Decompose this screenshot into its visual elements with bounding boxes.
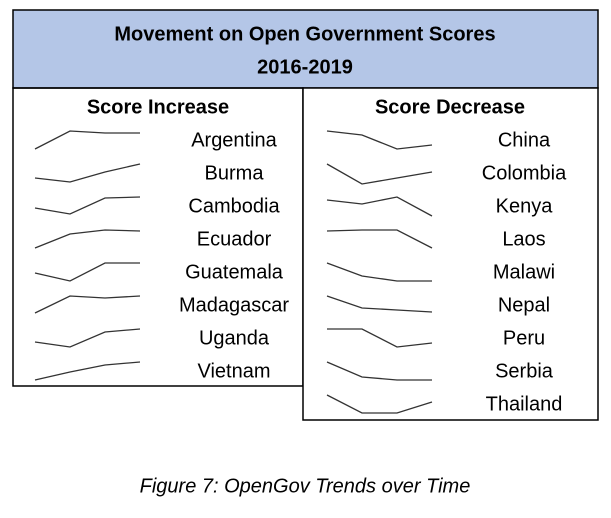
sparkline [34, 196, 141, 215]
sparkline [326, 361, 432, 381]
sparkline [327, 328, 433, 348]
sparkline [34, 130, 140, 150]
country-name: Colombia [482, 162, 567, 184]
country-name: Argentina [191, 129, 277, 151]
country-name: Serbia [495, 360, 554, 382]
country-name: Kenya [496, 195, 554, 217]
country-name: Cambodia [188, 195, 280, 217]
decrease-box [302, 87, 599, 421]
country-name: Peru [503, 327, 545, 349]
title-years: 2016-2019 [257, 56, 353, 78]
caption: Figure 7: OpenGov Trends over Time [140, 475, 471, 497]
country-name: Guatemala [185, 261, 284, 283]
title: Movement on Open Government Scores [114, 23, 495, 45]
sparkline [326, 295, 433, 313]
country-name: Nepal [498, 294, 550, 316]
sparkline [326, 163, 433, 185]
title-box [12, 9, 599, 89]
sparkline [326, 394, 433, 414]
country-name: Thailand [486, 393, 563, 415]
country-name: Burma [205, 162, 265, 184]
country-name: Vietnam [197, 360, 270, 382]
sparkline [34, 262, 140, 282]
sparkline [326, 229, 433, 249]
sparkline [34, 229, 141, 249]
sparkline [34, 295, 141, 314]
country-name: China [498, 129, 551, 151]
sparkline [34, 361, 141, 381]
sparkline [326, 262, 432, 282]
sparkline [34, 328, 141, 348]
country-name: Uganda [199, 327, 270, 349]
country-name: Laos [502, 228, 545, 250]
column-heading: Score Decrease [375, 96, 525, 118]
country-name: Malawi [493, 261, 555, 283]
sparkline [326, 130, 433, 150]
column-heading: Score Increase [87, 96, 229, 118]
sparkline [34, 163, 141, 183]
country-name: Ecuador [197, 228, 272, 250]
country-name: Madagascar [179, 294, 289, 316]
sparkline [326, 196, 433, 217]
